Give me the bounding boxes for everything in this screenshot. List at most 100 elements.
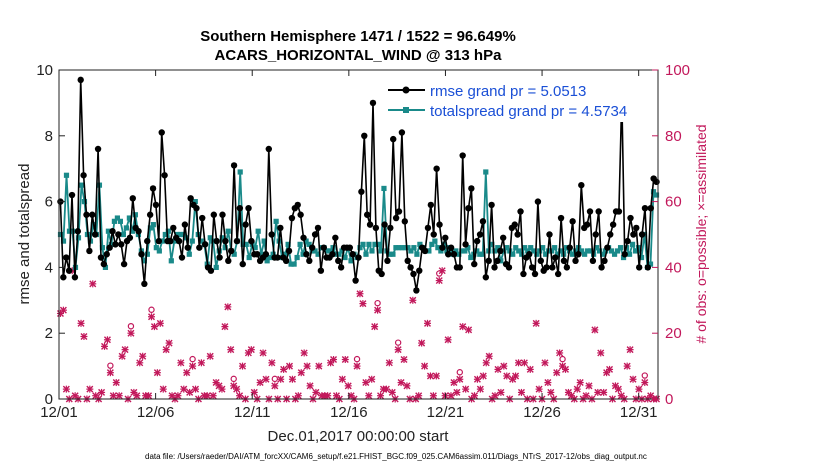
- y2-tick-label: 100: [665, 62, 690, 79]
- series-point: [86, 247, 93, 255]
- obs-count-point: [285, 362, 293, 370]
- series-point: [498, 258, 504, 264]
- obs-possible-marker: [394, 339, 402, 346]
- series-point: [555, 251, 561, 257]
- obs-count-point: [353, 362, 361, 370]
- series-point: [615, 208, 623, 215]
- obs-possible-marker: [127, 323, 135, 330]
- obs-count-point: [365, 392, 373, 400]
- series-point: [265, 145, 272, 153]
- legend-spread-marker: [403, 107, 409, 113]
- series-point: [569, 218, 576, 225]
- data-file-footnote: data file: /Users/raeder/DAI/ATM_forcXX/…: [145, 452, 647, 461]
- series-point: [432, 238, 438, 244]
- series-point: [352, 277, 359, 284]
- series-point: [408, 248, 414, 254]
- series-point: [357, 245, 363, 251]
- series-point: [572, 257, 579, 265]
- y2-tick-label: 60: [665, 194, 682, 211]
- series-point: [147, 225, 153, 231]
- series-point: [207, 267, 215, 274]
- series-point: [426, 248, 432, 254]
- series-point: [230, 162, 238, 169]
- obs-count-point: [362, 379, 370, 387]
- obs-count-point: [377, 392, 385, 400]
- series-point: [608, 248, 615, 254]
- obs-count-point: [233, 385, 241, 393]
- obs-count-point: [156, 319, 164, 327]
- series-point: [335, 257, 342, 265]
- rmse-series: [57, 76, 660, 294]
- series-point: [187, 195, 194, 202]
- series-point: [534, 198, 542, 205]
- series-point: [410, 270, 417, 278]
- obs-count-point: [473, 375, 481, 383]
- series-point: [262, 251, 270, 258]
- series-point: [327, 248, 333, 254]
- obs-count-point: [177, 359, 185, 367]
- series-point: [213, 264, 219, 270]
- series-point: [491, 264, 498, 271]
- series-point: [167, 237, 174, 245]
- series-point: [303, 251, 310, 258]
- series-point: [97, 254, 105, 261]
- series-point: [118, 241, 125, 248]
- series-point: [80, 172, 87, 179]
- series-point: [336, 251, 342, 257]
- series-point: [632, 248, 639, 254]
- series-point: [462, 248, 468, 254]
- obs-count-point: [497, 388, 505, 396]
- obs-count-point: [459, 323, 467, 331]
- series-point: [459, 152, 466, 159]
- y-tick-label: 8: [45, 128, 53, 145]
- series-point: [282, 257, 290, 265]
- series-point: [106, 244, 113, 251]
- series-point: [285, 247, 293, 255]
- series-point: [563, 264, 571, 271]
- obs-count-point: [80, 332, 88, 340]
- series-point: [485, 257, 492, 265]
- y-tick-label: 6: [45, 194, 53, 211]
- x-axis-ticks: 12/01 12/06 12/11 12/16 12/21 12/26 12/31: [40, 70, 657, 421]
- series-point: [138, 251, 145, 258]
- obs-count-point: [421, 362, 429, 370]
- series-point: [246, 254, 252, 261]
- series-point: [594, 245, 600, 251]
- obs-count-point: [573, 385, 581, 393]
- series-point: [78, 182, 85, 188]
- series-point: [361, 132, 368, 139]
- obs-count-point: [426, 372, 434, 380]
- series-point: [483, 169, 489, 175]
- series-point: [635, 264, 643, 271]
- series-point: [492, 248, 498, 254]
- obs-possible-marker: [353, 355, 361, 363]
- series-point: [531, 270, 539, 278]
- obs-count-point: [385, 359, 393, 367]
- obs-count-point: [312, 388, 320, 396]
- obs-count-point: [438, 267, 446, 275]
- series-point: [162, 231, 168, 238]
- obs-count-point: [374, 306, 382, 314]
- series-point: [159, 238, 165, 244]
- obs-count-point: [479, 372, 487, 380]
- series-point: [91, 231, 99, 238]
- obs-count-point: [547, 388, 555, 396]
- series-point: [514, 231, 521, 238]
- series-point: [495, 245, 501, 251]
- obs-count-point: [503, 372, 511, 380]
- obs-possible-marker: [559, 355, 566, 363]
- obs-count-point: [206, 352, 214, 360]
- obs-count-point: [388, 388, 396, 396]
- series-point: [66, 228, 73, 234]
- y2-tick-label: 40: [665, 259, 682, 276]
- obs-count-point: [435, 277, 443, 285]
- x-axis-label: Dec.01,2017 00:00:00 start: [268, 428, 450, 445]
- series-point: [57, 231, 64, 238]
- series-point: [135, 228, 142, 235]
- obs-count-point: [447, 392, 455, 400]
- obs-count-point: [109, 392, 117, 400]
- series-point: [141, 280, 148, 288]
- obs-count-point: [614, 385, 622, 393]
- y-tick-label: 10: [36, 62, 53, 79]
- series-point: [270, 251, 276, 257]
